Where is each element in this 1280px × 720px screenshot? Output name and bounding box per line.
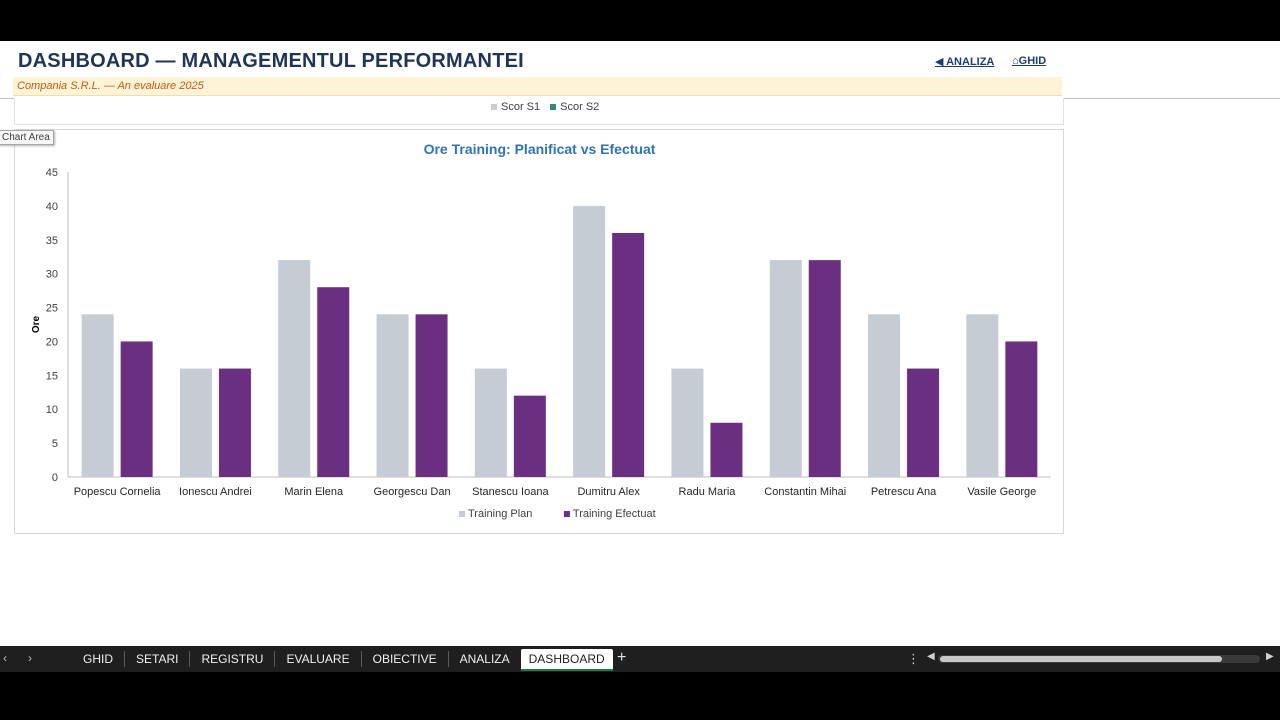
y-tick-label: 5: [52, 438, 58, 450]
bar-plan: [573, 205, 606, 477]
link-analiza[interactable]: ◀ ANALIZA: [935, 56, 995, 68]
tab-analiza[interactable]: ANALIZA: [459, 652, 510, 666]
legend-swatch-icon: [491, 104, 497, 110]
legend-label: Training Plan: [468, 508, 532, 520]
legend-swatch-icon: [550, 104, 557, 110]
y-tick-label: 35: [46, 235, 58, 247]
tab-dashboard-label: DASHBOARD: [528, 652, 605, 666]
y-tick-label: 40: [46, 201, 58, 213]
chart-area-tooltip: Chart Area: [0, 130, 54, 145]
next-sheet-icon[interactable]: ›: [28, 651, 32, 665]
bar-efectuat: [710, 422, 743, 477]
y-tick-label: 20: [46, 336, 58, 348]
x-tick-label: Popescu Cornelia: [74, 486, 162, 498]
prev-sheet-icon[interactable]: ‹: [3, 651, 7, 665]
y-tick-label: 30: [46, 269, 58, 281]
y-tick-label: 10: [46, 404, 58, 416]
scroll-right-icon[interactable]: ▶: [1266, 651, 1274, 662]
tab-registru[interactable]: REGISTRU: [190, 651, 276, 667]
legend-entry-scor-s1: Scor S1: [491, 101, 540, 113]
bar-plan: [376, 314, 409, 477]
sheet-tab-bar: ‹ › GHID SETARI REGISTRU EVALUARE OBIECT…: [0, 646, 1280, 672]
bar-efectuat: [513, 395, 546, 477]
bar-efectuat: [120, 341, 153, 477]
tab-evaluare[interactable]: EVALUARE: [275, 651, 362, 667]
x-tick-label: Petrescu Ana: [871, 486, 937, 498]
scrollbar-thumb[interactable]: [940, 656, 1222, 662]
bar-efectuat: [808, 260, 841, 477]
subtitle-band: Compania S.R.L. — An evaluare 2025: [13, 77, 1062, 96]
x-tick-label: Georgescu Dan: [374, 486, 451, 498]
y-axis-label: Ore: [31, 315, 42, 333]
legend-swatch-icon: [459, 511, 465, 517]
bar-efectuat: [317, 287, 350, 477]
x-tick-label: Dumitru Alex: [577, 486, 640, 498]
bar-plan: [81, 314, 114, 477]
x-tick-label: Stanescu Ioana: [472, 486, 549, 498]
x-tick-label: Vasile George: [967, 486, 1036, 498]
bar-plan: [474, 368, 507, 477]
x-tick-label: Marin Elena: [284, 486, 344, 498]
bar-plan: [179, 368, 212, 477]
previous-chart[interactable]: Scor S1 Scor S2: [14, 98, 1064, 125]
tab-ghid[interactable]: GHID: [72, 651, 125, 667]
bar-plan: [278, 260, 311, 477]
bar-efectuat: [218, 368, 251, 477]
y-tick-label: 45: [46, 167, 58, 179]
page-title: DASHBOARD — MANAGEMENTUL PERFORMANTEI: [18, 50, 524, 72]
bar-efectuat: [907, 368, 940, 477]
bar-plan: [966, 314, 999, 477]
previous-chart-legend: Scor S1 Scor S2: [491, 101, 599, 113]
bar-efectuat: [612, 233, 645, 477]
legend-label: Scor S1: [501, 101, 541, 113]
link-ghid[interactable]: ⌂GHID: [1012, 55, 1047, 67]
legend-swatch-icon: [563, 511, 570, 517]
legend-label: Scor S2: [560, 101, 600, 113]
bar-plan: [769, 260, 802, 477]
scroll-left-icon[interactable]: ◀: [927, 651, 935, 662]
horizontal-scrollbar[interactable]: [938, 655, 1260, 663]
y-tick-label: 0: [52, 472, 58, 484]
training-chart-svg: Ore Training: Planificat vs Efectuat Ore 0…: [31, 141, 1051, 520]
y-tick-label: 25: [46, 303, 58, 315]
legend-label: Training Efectuat: [573, 508, 656, 520]
y-tick-label: 15: [46, 370, 58, 382]
bar-plan: [868, 314, 901, 477]
add-sheet-icon[interactable]: +: [617, 649, 627, 666]
sheet-tabs: GHID SETARI REGISTRU EVALUARE OBIECTIVE …: [72, 646, 613, 672]
tab-dashboard[interactable]: DASHBOARD: [520, 649, 613, 671]
legend-entry-scor-s2: Scor S2: [550, 101, 599, 113]
tab-obiective[interactable]: OBIECTIVE: [362, 651, 449, 667]
training-chart[interactable]: Ore Training: Planificat vs Efectuat Ore 0…: [14, 129, 1064, 534]
more-options-icon[interactable]: ⋮: [907, 651, 920, 666]
x-tick-label: Ionescu Andrei: [179, 486, 252, 498]
worksheet: DASHBOARD — MANAGEMENTUL PERFORMANTEI ◀ …: [0, 41, 1280, 646]
chart-title: Ore Training: Planificat vs Efectuat: [424, 141, 656, 157]
bar-efectuat: [415, 314, 448, 477]
x-tick-label: Radu Maria: [679, 486, 737, 498]
tab-setari[interactable]: SETARI: [125, 651, 191, 667]
x-tick-label: Constantin Mihai: [764, 486, 846, 498]
bar-efectuat: [1005, 341, 1038, 477]
bar-plan: [671, 368, 704, 477]
page-subtitle: Compania S.R.L. — An evaluare 2025: [17, 80, 204, 92]
